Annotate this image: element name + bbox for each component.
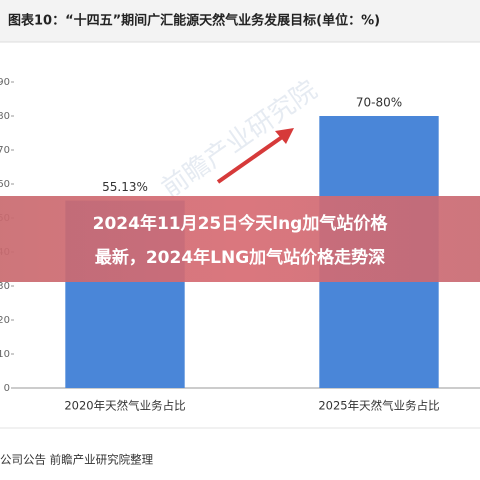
y-tick-label: 20	[0, 315, 10, 326]
y-tick-label: 30	[0, 281, 10, 292]
y-tick-label: 70	[0, 145, 10, 156]
source: 公司公告 前瞻产业研究院整理	[0, 453, 154, 467]
y-tick-label: 0	[4, 383, 10, 394]
data-label: 70-80%	[356, 96, 402, 110]
headline-line: 2024年11月25日今天lng加气站价格	[93, 213, 389, 234]
y-tick-label: 80	[0, 111, 10, 122]
arrow-head	[275, 128, 294, 144]
y-tick-label: 90	[0, 77, 10, 88]
title-bg	[0, 0, 480, 42]
arrow	[216, 133, 287, 184]
x-tick-label: 2025年天然气业务占比	[318, 399, 439, 413]
x-tick-label: 2020年天然气业务占比	[64, 399, 185, 413]
data-label: 55.13%	[102, 180, 148, 194]
chart-title: 图表10：“十四五”期间广汇能源天然气业务发展目标(单位：%)	[8, 13, 380, 29]
headline-band	[0, 196, 480, 282]
y-tick-label: 60	[0, 179, 10, 190]
y-tick-label: 10	[0, 349, 10, 360]
headline-line: 最新，2024年LNG加气站价格走势深	[95, 247, 385, 268]
watermark: 前瞻产业研究院	[157, 75, 323, 204]
